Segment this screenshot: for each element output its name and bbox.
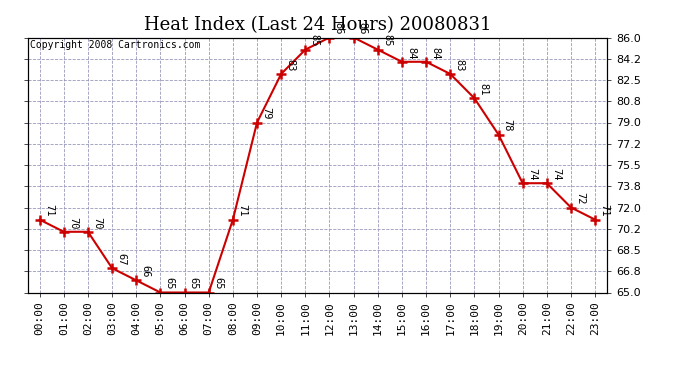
Text: 86: 86 [334,22,344,35]
Text: 83: 83 [455,58,464,71]
Text: 85: 85 [382,34,392,47]
Text: 85: 85 [310,34,319,47]
Text: 83: 83 [286,58,295,71]
Text: 67: 67 [117,253,126,266]
Text: 81: 81 [479,83,489,95]
Text: 74: 74 [551,168,561,180]
Text: 84: 84 [406,46,416,59]
Text: 65: 65 [213,277,223,290]
Text: 71: 71 [600,204,609,217]
Text: Copyright 2008 Cartronics.com: Copyright 2008 Cartronics.com [30,40,201,50]
Text: 79: 79 [262,107,271,120]
Text: 65: 65 [189,277,199,290]
Text: 65: 65 [165,277,175,290]
Text: 86: 86 [358,22,368,35]
Text: 78: 78 [503,119,513,132]
Text: 70: 70 [92,216,102,229]
Text: 84: 84 [431,46,440,59]
Text: 66: 66 [141,265,150,278]
Text: 71: 71 [237,204,247,217]
Title: Heat Index (Last 24 Hours) 20080831: Heat Index (Last 24 Hours) 20080831 [144,16,491,34]
Text: 74: 74 [527,168,537,180]
Text: 72: 72 [575,192,585,205]
Text: 71: 71 [44,204,54,217]
Text: 70: 70 [68,216,78,229]
